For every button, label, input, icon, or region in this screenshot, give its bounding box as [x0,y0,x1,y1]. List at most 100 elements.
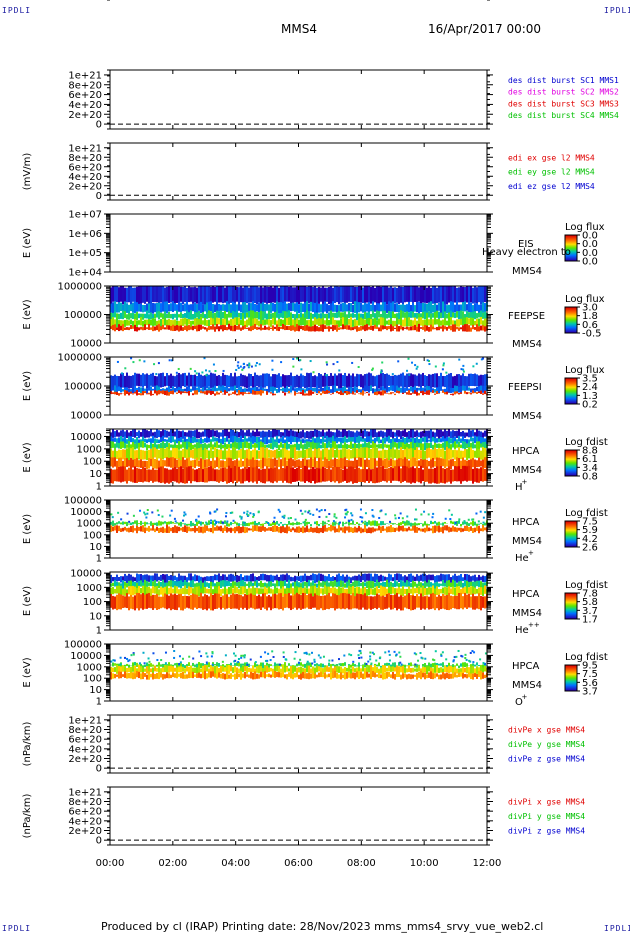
spectrogram-cell [280,589,282,597]
spectrogram-cell [374,582,376,587]
spectrogram-cell [148,392,150,395]
spectrogram-cell [296,374,298,387]
spectrogram-cell [236,593,238,609]
spectrogram-cell [472,287,474,304]
spectrogram-cell [360,444,362,448]
spectrogram-cell [140,459,142,468]
spectrogram-cell [248,327,250,331]
spectrogram-cell [430,313,432,320]
spectrogram-cell [456,450,458,459]
spectrogram-cell [306,459,308,467]
spectrogram-cell [186,664,188,668]
spectrogram-cell [258,460,260,468]
spectrogram-cell [484,527,486,531]
spectrogram-speck [145,516,148,519]
spectrogram-cell [276,574,278,583]
colorbar-segment [565,530,577,532]
spectrogram-cell [134,287,136,303]
spectrogram-cell [176,448,178,460]
spectrogram-cell [356,301,358,314]
spectrogram-cell [350,327,352,331]
spectrogram-cell [186,581,188,589]
spectrogram-cell [412,587,414,597]
spectrogram-cell [482,582,484,589]
spectrogram-cell [438,326,440,331]
spectrogram-speck [318,510,321,513]
spectrogram-speck [175,371,178,374]
spectrogram-cell [234,325,236,332]
spectrogram-cell [470,459,472,469]
spectrogram-cell [296,286,298,304]
spectrogram-cell [186,449,188,459]
spectrogram-cell [146,327,148,330]
spectrogram-cell [190,320,192,328]
spectrogram-cell [228,393,230,396]
spectrogram-cell [262,523,264,526]
spectrogram-cell [408,301,410,313]
spectrogram-cell [374,443,376,449]
spectrogram-cell [276,587,278,594]
spectrogram-cell [464,592,466,608]
spectrogram-cell [226,444,228,450]
spectrogram-cell [246,286,248,304]
spectrogram-speck [195,520,198,523]
spectrogram-speck [237,367,240,370]
spectrogram-cell [478,574,480,584]
spectrogram-cell [446,436,448,442]
spectrogram-cell [338,430,340,437]
spectrogram-cell [218,444,220,448]
spectrogram-cell [274,441,276,448]
colorbar-segment [565,323,577,325]
spectrogram-cell [176,429,178,439]
spectrogram-speck [426,359,429,362]
spectrogram-cell [158,460,160,468]
spectrogram-cell [192,662,194,667]
spectrogram-cell [452,458,454,467]
spectrogram-cell [426,575,428,583]
spectrogram-cell [340,312,342,319]
spectrogram-cell [368,431,370,439]
spectrogram-cell [432,457,434,468]
spectrogram-cell [214,393,216,396]
spectrogram-cell [250,466,252,482]
colorbar-segment [565,241,577,243]
spectrogram-cell [314,663,316,667]
spectrogram-cell [242,326,244,330]
spectrogram-cell [318,313,320,320]
spectrogram-cell [276,525,278,532]
spectrogram-cell [452,324,454,332]
spectrogram-cell [454,436,456,442]
spectrogram-cell [266,327,268,330]
spectrogram-cell [248,310,250,318]
spectrogram-cell [398,374,400,389]
spectrogram-cell [142,441,144,448]
colorbar-segment [565,470,577,472]
spectrogram-cell [430,438,432,443]
spectrogram-cell [176,304,178,312]
spectrogram-cell [304,581,306,587]
spectrogram-cell [220,596,222,610]
spectrogram-cell [150,286,152,304]
spectrogram-cell [256,326,258,330]
spectrogram-cell [194,312,196,320]
spectrogram-cell [196,429,198,439]
spectrogram-cell [286,587,288,596]
spectrogram-cell [410,286,412,302]
spectrogram-cell [462,596,464,610]
spectrogram-cell [368,459,370,469]
spectrogram-cell [294,587,296,595]
spectrogram-cell [278,287,280,303]
spectrogram-cell [224,287,226,303]
spectrogram-cell [270,286,272,304]
spectrogram-cell [230,662,232,668]
spectrogram-cell [428,430,430,439]
spectrogram-cell [418,323,420,332]
spectrogram-cell [208,301,210,313]
spectrogram-cell [202,663,204,668]
spectrogram-cell [422,596,424,609]
spectrogram-cell [438,583,440,587]
spectrogram-cell [476,318,478,325]
spectrogram-cell [260,580,262,588]
spectrogram-cell [166,387,168,392]
spectrogram-cell [136,432,138,437]
